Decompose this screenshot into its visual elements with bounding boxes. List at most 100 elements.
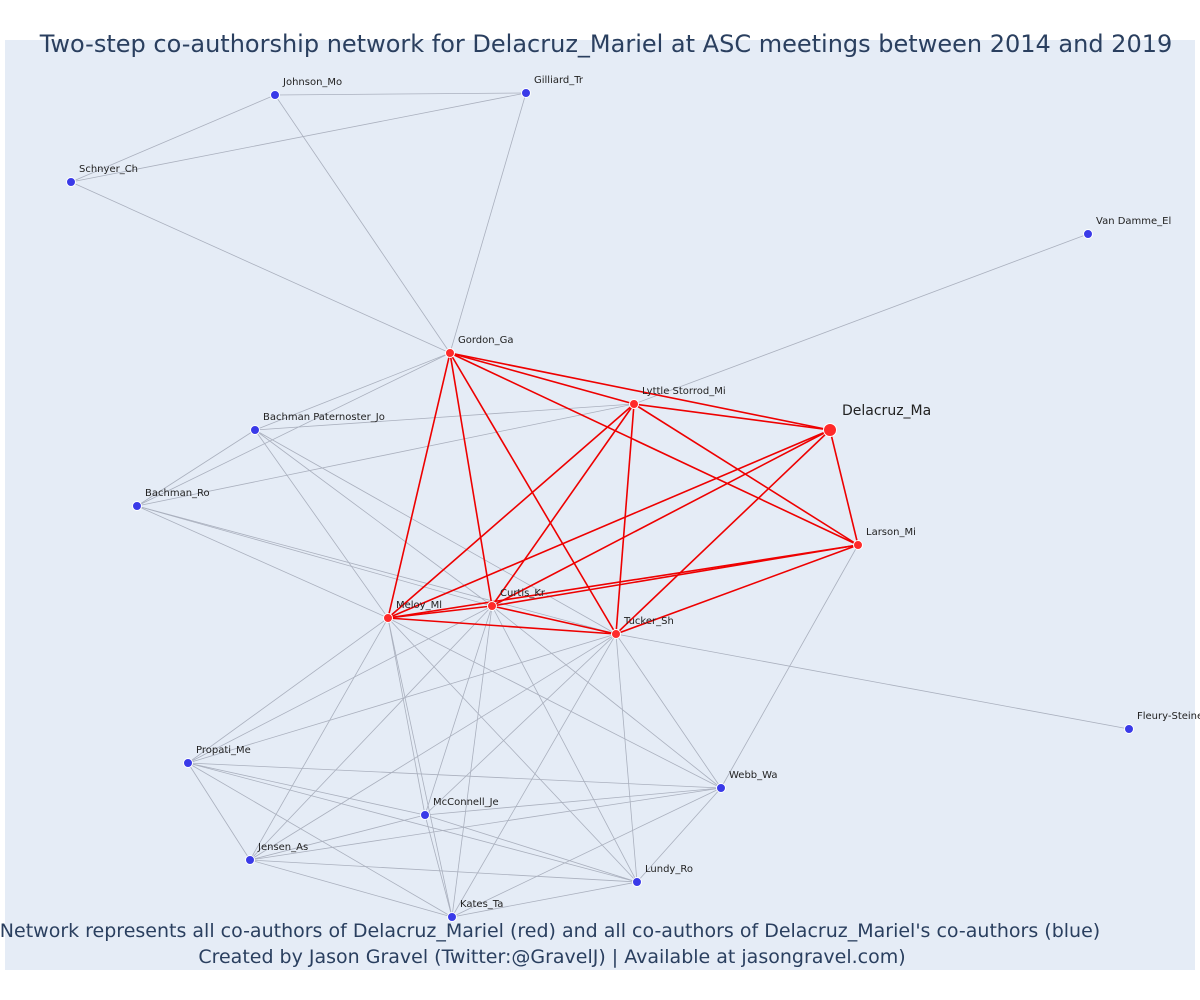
node-van-damme-el[interactable] [1083,229,1093,239]
node-webb-wa[interactable] [716,783,726,793]
node-mcconnell-je[interactable] [420,810,430,820]
node-gilliard-tr[interactable] [521,88,531,98]
grey-edge-bachman-ro-curtis-kr [136,505,493,607]
node-tucker-sh[interactable] [611,629,621,639]
node-fleury-steiner-be[interactable] [1124,724,1134,734]
red-edge-lyttle-storrod-mi-meloy-ml [387,403,635,619]
red-edge-larson-mi-tucker-sh [615,544,859,635]
node-label-curtis-kr: Curtis_Kr [500,588,546,599]
node-bachman-ro[interactable] [132,501,142,511]
red-edge-gordon-ga-meloy-ml [387,352,451,619]
red-edge-meloy-ml-tucker-sh [387,617,617,635]
first-degree-edges [387,352,859,635]
node-label-kates-ta: Kates_Ta [460,899,503,910]
grey-edge-johnson-mo-schnyer-ch [70,94,276,183]
grey-edge-bachman-paternoster-jo-curtis-kr [254,429,493,607]
node-delacruz-ma[interactable] [823,423,837,437]
red-edge-delacruz-ma-meloy-ml [387,429,831,619]
red-edge-curtis-kr-tucker-sh [491,605,617,635]
grey-edge-tucker-sh-propati-me [187,633,617,764]
node-johnson-mo[interactable] [270,90,280,100]
caption-line-2: Created by Jason Gravel (Twitter:@Gravel… [198,946,905,968]
node-label-lyttle-storrod-mi: Lyttle Storrod_Mi [642,386,726,397]
node-label-fleury-steiner-be: Fleury-Steiner_Be [1137,711,1200,722]
node-lyttle-storrod-mi[interactable] [629,399,639,409]
grey-edge-gilliard-tr-gordon-ga [449,92,527,354]
grey-edge-tucker-sh-jensen-as [249,633,617,861]
node-label-lundy-ro: Lundy_Ro [645,864,693,875]
grey-edge-meloy-ml-webb-wa [387,617,722,789]
node-propati-me[interactable] [183,758,193,768]
red-edge-gordon-ga-curtis-kr [449,352,493,607]
node-jensen-as[interactable] [245,855,255,865]
grey-edge-meloy-ml-jensen-as [249,617,389,861]
red-edge-delacruz-ma-larson-mi [829,429,859,546]
red-edge-delacruz-ma-tucker-sh [615,429,831,635]
node-label-bachman-ro: Bachman_Ro [145,488,210,499]
grey-edge-jensen-as-kates-ta [249,859,453,918]
node-labels: Delacruz_Ma Gordon_Ga Lyttle Storrod_Mi Lar… [79,75,1200,910]
node-label-jensen-as: Jensen_As [257,842,308,853]
red-edge-gordon-ga-larson-mi [449,352,859,546]
grey-edge-curtis-kr-jensen-as [249,605,493,861]
grey-edge-tucker-sh-lundy-ro [615,633,638,883]
grey-edge-meloy-ml-lundy-ro [387,617,638,883]
node-kates-ta[interactable] [447,912,457,922]
node-larson-mi[interactable] [853,540,863,550]
grey-edge-curtis-kr-mcconnell-je [424,605,493,816]
node-label-tucker-sh: Tucker_Sh [623,616,674,627]
node-bachman-paternoster-jo[interactable] [250,425,260,435]
node-label-johnson-mo: Johnson_Mo [282,77,342,88]
grey-edge-mcconnell-je-webb-wa [424,787,722,816]
grey-edge-propati-me-mcconnell-je [187,762,426,816]
node-label-propati-me: Propati_Me [196,745,251,756]
grey-edge-meloy-ml-mcconnell-je [387,617,426,816]
grey-edge-gordon-ga-bachman-ro [136,352,451,507]
node-gordon-ga[interactable] [445,348,455,358]
red-edge-meloy-ml-curtis-kr [387,605,493,619]
node-label-webb-wa: Webb_Wa [729,770,778,781]
grey-edge-propati-me-lundy-ro [187,762,638,883]
node-label-bachman-paternoster-jo: Bachman Paternoster_Jo [263,412,385,423]
grey-edge-lyttle-storrod-mi-bachman-paternoster-jo [254,403,635,431]
node-label-delacruz-ma: Delacruz_Ma [842,403,931,419]
grey-edge-curtis-kr-webb-wa [491,605,722,789]
grey-edge-tucker-sh-fleury-steiner-be [615,633,1130,730]
node-label-gordon-ga: Gordon_Ga [458,335,513,346]
red-edge-larson-mi-curtis-kr [491,544,859,607]
red-edge-delacruz-ma-curtis-kr [491,429,831,607]
grey-edge-mcconnell-je-jensen-as [249,814,426,861]
grey-edge-gilliard-tr-schnyer-ch [70,92,527,183]
red-edge-lyttle-storrod-mi-curtis-kr [491,403,635,607]
red-edge-gordon-ga-lyttle-storrod-mi [449,352,635,405]
second-degree-edges [70,92,1130,918]
node-label-larson-mi: Larson_Mi [866,527,916,538]
node-label-gilliard-tr: Gilliard_Tr [534,75,584,86]
grey-edge-curtis-kr-propati-me [187,605,493,764]
grey-edge-johnson-mo-gilliard-tr [274,92,527,96]
grey-edge-schnyer-ch-gordon-ga [70,181,451,354]
grey-edge-tucker-sh-kates-ta [451,633,617,918]
grey-edge-meloy-ml-kates-ta [387,617,453,918]
grey-edge-johnson-mo-gordon-ga [274,94,451,354]
grey-edge-bachman-ro-meloy-ml [136,505,389,619]
grey-edge-mcconnell-je-kates-ta [424,814,453,918]
grey-edge-larson-mi-webb-wa [720,544,859,789]
nodes [66,88,1134,922]
chart-title: Two-step co-authorship network for Delac… [39,30,1173,58]
grey-edge-curtis-kr-kates-ta [451,605,493,918]
grey-edge-meloy-ml-propati-me [187,617,389,764]
grey-edge-bachman-paternoster-jo-bachman-ro [136,429,256,507]
red-edge-lyttle-storrod-mi-delacruz-ma [633,403,831,431]
node-curtis-kr[interactable] [487,601,497,611]
grey-edge-bachman-paternoster-jo-tucker-sh [254,429,617,635]
grey-edge-lyttle-storrod-mi-bachman-ro [136,403,635,507]
grey-edge-curtis-kr-lundy-ro [491,605,638,883]
node-label-meloy-ml: Meloy_Ml [396,600,442,611]
node-schnyer-ch[interactable] [66,177,76,187]
node-meloy-ml[interactable] [383,613,393,623]
red-edge-lyttle-storrod-mi-tucker-sh [615,403,635,635]
node-lundy-ro[interactable] [632,877,642,887]
red-edge-larson-mi-meloy-ml [387,544,859,619]
